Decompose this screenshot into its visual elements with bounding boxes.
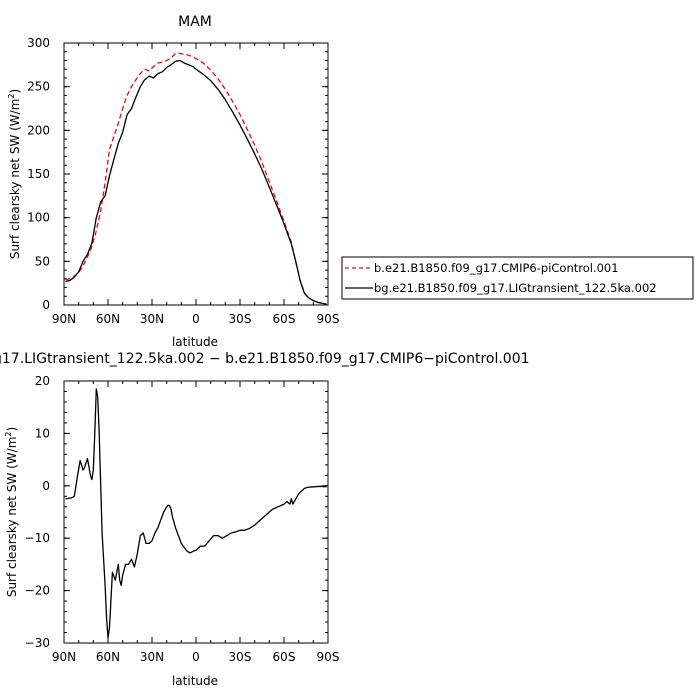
bottom-y-tick-label: −10 [25, 531, 50, 545]
bottom-y-axis-label: Surf clearsky net SW (W/m2) [4, 427, 19, 597]
top-y-tick-label: 200 [27, 123, 50, 137]
top-x-tick-label: 60N [96, 312, 120, 326]
top-y-tick-label: 300 [27, 36, 50, 50]
top-y-tick-label: 50 [35, 254, 50, 268]
bottom-x-axis-label: latitude [172, 674, 218, 688]
top-series-line-0 [65, 52, 327, 305]
top-y-axis-label: Surf clearsky net SW (W/m2) [7, 89, 22, 259]
top-x-tick-label: 30N [140, 312, 164, 326]
top-x-axis-label: latitude [172, 335, 218, 349]
top-axes: 90N 60N 30N 0 30S 60S 90S 0 50 100 150 200 250 300 [27, 36, 339, 326]
top-x-tick-label: 60S [273, 312, 296, 326]
top-plot-frame [63, 42, 329, 306]
bottom-x-tick-label: 90S [317, 650, 340, 664]
bottom-axes: 90N 60N 30N 0 30S 60S 90S −30 −20 −10 0 10 20 [25, 374, 340, 664]
legend-label-picontrol: b.e21.B1850.f09_g17.CMIP6-piControl.001 [374, 261, 619, 275]
bottom-series-line-0 [65, 388, 327, 639]
top-y-tick-label: 100 [27, 211, 50, 225]
legend: b.e21.B1850.f09_g17.CMIP6-piControl.001 … [341, 256, 694, 300]
bottom-x-tick-label: 90N [52, 650, 76, 664]
top-plot-lines [65, 52, 327, 305]
bottom-chart-title: bg.e21.B1850.f09_g17.LIGtransient_122.5k… [0, 351, 530, 367]
bottom-x-tick-label: 0 [192, 650, 200, 664]
top-y-tick-label: 250 [27, 80, 50, 94]
legend-box [341, 256, 694, 300]
bottom-x-tick-label: 30N [140, 650, 164, 664]
bottom-panel: bg.e21.B1850.f09_g17.LIGtransient_122.5k… [0, 351, 530, 688]
bottom-x-tick-label: 30S [229, 650, 252, 664]
bottom-y-tick-label: 0 [42, 479, 50, 493]
bottom-y-tick-label: 20 [35, 374, 50, 388]
top-y-tick-label: 150 [27, 167, 50, 181]
bottom-x-tick-label: 60N [96, 650, 120, 664]
top-x-tick-label: 90N [52, 312, 76, 326]
bottom-plot-lines [65, 388, 327, 639]
top-x-tick-label: 0 [192, 312, 200, 326]
top-x-tick-label: 30S [229, 312, 252, 326]
bottom-x-tick-label: 60S [273, 650, 296, 664]
bottom-y-tick-label: −30 [25, 636, 50, 650]
top-x-tick-label: 90S [317, 312, 340, 326]
bottom-plot-frame [63, 380, 329, 644]
legend-label-ligtransient: bg.e21.B1850.f09_g17.LIGtransient_122.5k… [374, 281, 657, 295]
top-chart-title: MAM [178, 14, 212, 30]
bottom-y-tick-label: −20 [25, 584, 50, 598]
top-y-tick-label: 0 [42, 298, 50, 312]
top-panel: MAM Surf clearsky net SW (W/m2) latitude… [7, 14, 339, 349]
bottom-y-tick-label: 10 [35, 426, 50, 440]
top-series-line-1 [65, 59, 327, 305]
